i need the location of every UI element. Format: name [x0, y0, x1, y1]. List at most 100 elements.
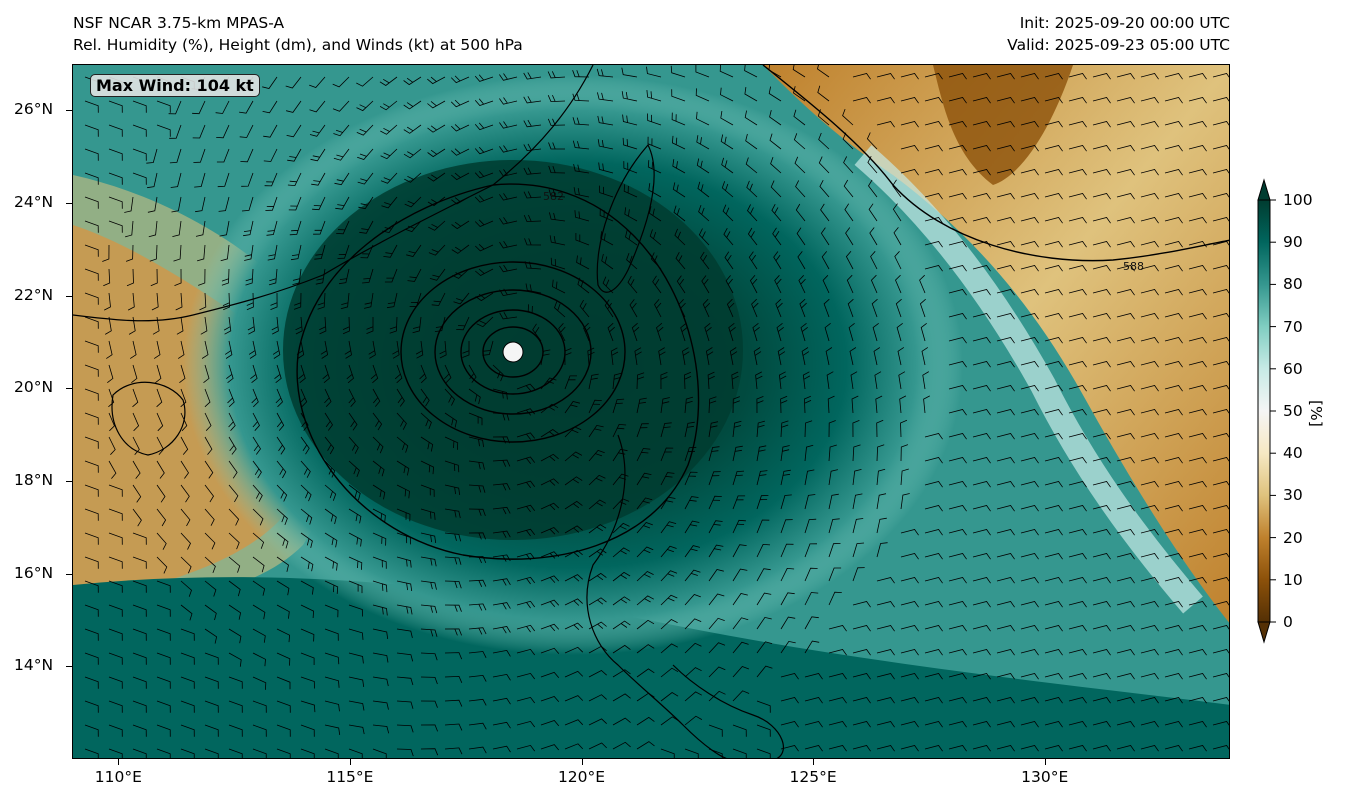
wind-barb — [599, 208, 614, 222]
wind-barb — [972, 433, 991, 440]
wind-barb — [780, 673, 799, 680]
wind-barb — [444, 364, 452, 383]
wind-barb — [415, 340, 424, 359]
wind-barb — [252, 700, 267, 713]
wind-barb — [215, 100, 230, 114]
wind-barb — [1068, 433, 1087, 440]
wind-barb — [204, 676, 219, 689]
wind-barb — [684, 667, 702, 678]
wind-barb — [547, 71, 566, 79]
wind-barb — [389, 316, 398, 334]
wind-barb — [564, 622, 583, 630]
wind-barb — [324, 628, 339, 641]
wind-barb — [756, 470, 768, 486]
wind-barb — [708, 544, 724, 558]
wind-barb — [684, 496, 699, 510]
wind-barb — [597, 92, 614, 102]
wind-barb — [732, 724, 747, 737]
wind-barb — [223, 316, 232, 335]
wind-barb — [156, 556, 168, 574]
wind-barb — [804, 444, 814, 462]
wind-barb — [180, 604, 193, 621]
wind-barb — [420, 700, 438, 708]
wind-barb — [1212, 673, 1229, 678]
wind-barb — [996, 505, 1015, 512]
wind-barb — [1044, 673, 1063, 680]
wind-barb — [396, 460, 410, 476]
wind-barb — [336, 220, 350, 235]
wind-barb — [678, 299, 686, 318]
wind-barb — [403, 124, 422, 134]
wind-barb — [320, 340, 329, 359]
wind-barb — [866, 132, 878, 150]
wind-barb — [1044, 505, 1063, 512]
wind-barb — [729, 347, 738, 366]
wind-barb — [444, 556, 462, 565]
wind-barb — [252, 724, 267, 737]
wind-barb — [548, 165, 566, 174]
wind-barb — [1188, 217, 1207, 224]
wind-barb — [820, 203, 830, 222]
wind-barb — [900, 493, 910, 510]
wind-barb — [427, 76, 446, 85]
wind-barb — [523, 214, 542, 223]
wind-barb — [1188, 73, 1207, 80]
wind-barb — [1116, 193, 1135, 200]
wind-barb — [492, 459, 511, 467]
wind-barb — [818, 156, 830, 174]
wind-barb — [1116, 409, 1135, 416]
wind-barb — [1068, 289, 1087, 296]
wind-barb — [396, 388, 405, 407]
wind-barb — [420, 508, 436, 520]
wind-barb — [300, 676, 315, 689]
wind-barb — [650, 252, 662, 270]
wind-barb — [348, 412, 358, 431]
wind-barb — [1044, 217, 1063, 224]
wind-barb — [372, 556, 387, 569]
wind-barb — [948, 649, 967, 656]
wind-barb — [450, 99, 470, 108]
wind-barb — [1212, 697, 1229, 702]
wind-barb — [682, 347, 690, 366]
wind-barb — [844, 203, 854, 222]
wind-barb — [868, 179, 878, 198]
wind-barb — [243, 220, 254, 237]
wind-barb — [524, 238, 542, 246]
max-wind-box: Max Wind: 104 kt — [90, 74, 260, 97]
wind-barb — [1068, 361, 1087, 368]
wind-barb — [1020, 721, 1039, 728]
wind-barb — [204, 484, 214, 503]
wind-barb — [948, 721, 967, 728]
wind-barb — [1212, 385, 1229, 390]
wind-barb — [804, 420, 813, 438]
wind-barb — [150, 268, 158, 287]
wind-barb — [996, 121, 1015, 128]
wind-barb — [1092, 433, 1111, 440]
wind-barb — [1116, 313, 1135, 320]
wind-barb — [804, 543, 818, 558]
wind-barb — [132, 172, 147, 185]
wind-barb — [276, 508, 288, 526]
wind-barb — [924, 217, 943, 224]
wind-barb — [217, 172, 230, 188]
wind-barb — [996, 217, 1015, 224]
wind-barb — [972, 121, 991, 128]
wind-barb — [420, 676, 438, 685]
wind-barb — [1212, 433, 1229, 438]
wind-barb — [131, 364, 138, 384]
wind-barb — [84, 148, 99, 161]
wind-barb — [598, 162, 614, 174]
wind-barb — [1140, 409, 1159, 416]
wind-barb — [525, 283, 542, 294]
wind-barb — [228, 628, 242, 644]
wind-barb — [173, 244, 182, 262]
wind-barb — [492, 483, 511, 491]
wind-barb — [1068, 673, 1087, 680]
wind-barb — [701, 275, 710, 294]
wind-barb — [828, 543, 841, 558]
wind-barb — [780, 567, 795, 582]
wind-barb — [456, 316, 470, 331]
wind-barb — [756, 445, 767, 462]
wind-barb — [868, 203, 878, 222]
wind-barb — [1068, 577, 1087, 584]
